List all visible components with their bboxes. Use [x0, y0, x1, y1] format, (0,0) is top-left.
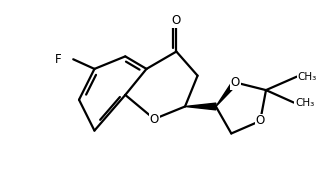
Text: O: O: [256, 114, 265, 127]
Polygon shape: [216, 81, 238, 107]
Text: O: O: [231, 76, 240, 89]
Text: CH₃: CH₃: [295, 98, 314, 108]
Text: O: O: [149, 113, 159, 126]
Text: F: F: [54, 53, 61, 66]
Text: CH₃: CH₃: [298, 72, 317, 82]
Text: O: O: [172, 14, 181, 27]
Polygon shape: [185, 103, 216, 110]
